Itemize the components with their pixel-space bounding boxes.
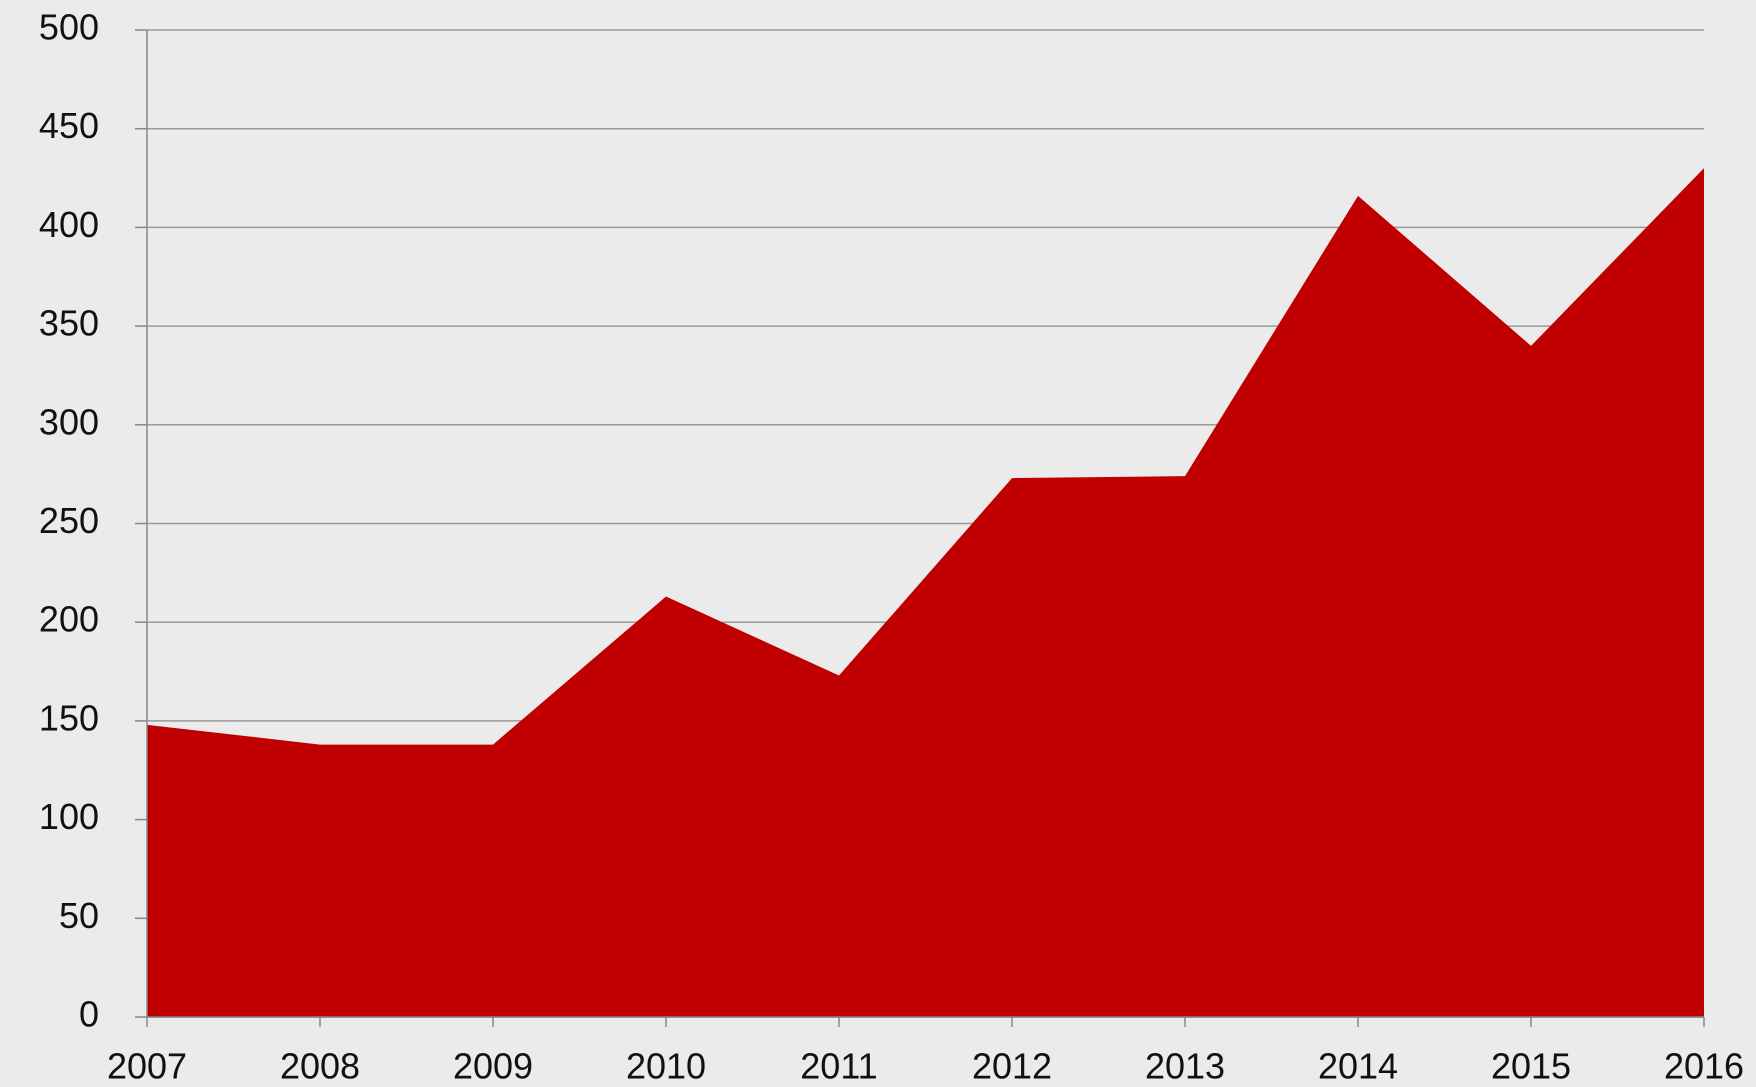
y-tick-label: 350 (39, 303, 99, 344)
x-tick-label: 2007 (107, 1046, 187, 1087)
x-tick-label: 2014 (1318, 1046, 1398, 1087)
x-tick-label: 2013 (1145, 1046, 1225, 1087)
x-tick-label: 2016 (1664, 1046, 1744, 1087)
y-tick-label: 100 (39, 796, 99, 837)
y-tick-label: 400 (39, 204, 99, 245)
y-tick-label: 150 (39, 697, 99, 738)
y-tick-label: 250 (39, 500, 99, 541)
y-tick-label: 0 (79, 994, 99, 1035)
x-tick-label: 2008 (280, 1046, 360, 1087)
area (147, 168, 1704, 1017)
x-tick-label: 2015 (1491, 1046, 1571, 1087)
x-tick-label: 2011 (800, 1046, 877, 1087)
y-tick-label: 450 (39, 105, 99, 146)
y-tick-label: 500 (39, 7, 99, 48)
y-tick-label: 50 (59, 895, 99, 936)
y-tick-label: 300 (39, 401, 99, 442)
x-tick-label: 2012 (972, 1046, 1052, 1087)
x-tick-label: 2009 (453, 1046, 533, 1087)
y-tick-label: 200 (39, 599, 99, 640)
x-tick-label: 2010 (626, 1046, 706, 1087)
